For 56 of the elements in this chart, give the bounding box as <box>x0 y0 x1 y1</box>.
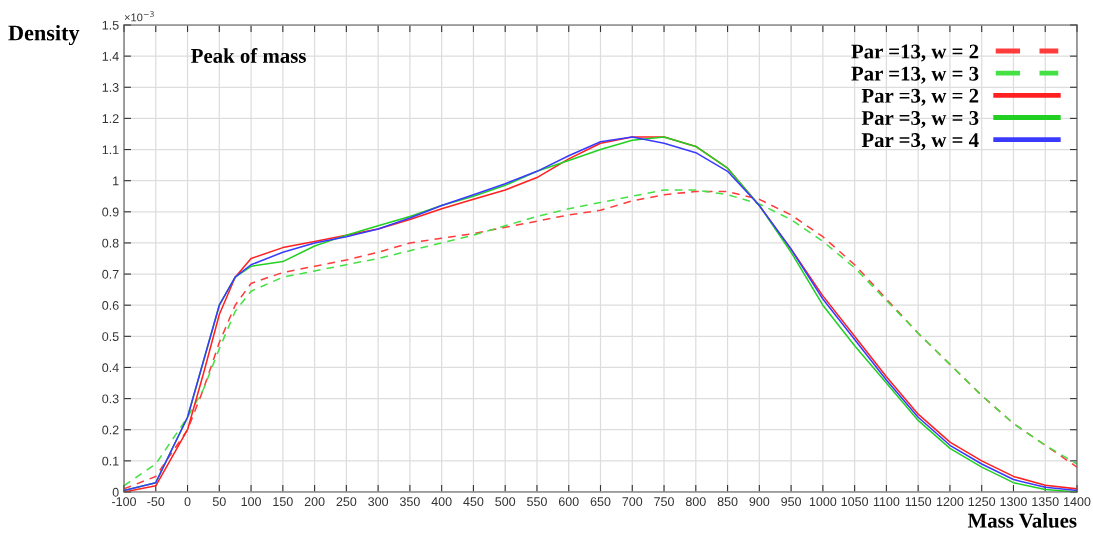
x-tick-label: 0 <box>184 497 191 507</box>
x-tick-label: 200 <box>304 497 325 507</box>
y-tick-label: 1.1 <box>102 145 119 155</box>
x-tick-label: 1350 <box>1032 497 1059 507</box>
y-tick-label: 1.2 <box>102 114 119 123</box>
legend-label: Par =3, w = 4 <box>861 133 979 151</box>
x-tick-label: 850 <box>717 497 738 507</box>
y-tick-label: 0.4 <box>102 363 119 373</box>
x-tick-label: 1200 <box>936 497 964 507</box>
y-tick-label: 0.7 <box>102 269 119 279</box>
y-tick-label: 0.2 <box>102 425 119 435</box>
y-tick-label: 0.8 <box>102 238 119 248</box>
x-tick-label: 800 <box>685 497 706 507</box>
x-tick-label: 600 <box>558 497 579 507</box>
y-tick-label: 0.3 <box>102 394 119 404</box>
y-tick-label: 0.1 <box>102 456 119 466</box>
x-tick-label: 50 <box>212 497 226 507</box>
y-tick-label: 0 <box>112 487 119 497</box>
x-tick-label: 700 <box>622 497 643 507</box>
x-tick-label: 1150 <box>905 497 932 507</box>
x-tick-label: 450 <box>463 497 484 507</box>
x-tick-label: 950 <box>781 497 802 507</box>
x-tick-label: 650 <box>590 497 611 507</box>
x-tick-label: 100 <box>241 497 262 507</box>
y-tick-label: 1.4 <box>102 52 119 61</box>
x-tick-label: 1000 <box>809 497 837 507</box>
x-tick-label: 300 <box>368 497 389 507</box>
x-axis-title: Mass Values <box>967 513 1077 528</box>
y-tick-label: 1 <box>113 176 119 186</box>
x-tick-label: 500 <box>495 497 516 507</box>
x-tick-label: 750 <box>654 497 674 507</box>
x-tick-label: 150 <box>273 497 293 507</box>
legend-label: Par =13, w = 3 <box>851 66 979 84</box>
y-tick-label: 0.6 <box>102 301 119 310</box>
x-tick-label: 250 <box>336 497 357 507</box>
text: ×10$^{−3}$ <box>124 11 154 22</box>
legend-label: Par =3, w = 3 <box>861 110 979 128</box>
x-tick-label: 1400 <box>1064 497 1091 507</box>
y-tick-label: 0.9 <box>102 207 119 217</box>
y-tick-label: 1.5 <box>102 20 119 30</box>
x-tick-label: 1300 <box>1000 497 1027 507</box>
y-tick-label: 1.3 <box>102 83 119 92</box>
annotation: Peak of mass <box>191 48 306 63</box>
y-tick-label: 0.5 <box>102 332 119 341</box>
x-tick-label: 1250 <box>968 497 996 507</box>
y-axis-title: Density <box>8 24 80 46</box>
x-tick-label: 350 <box>399 497 420 507</box>
x-tick-label: -50 <box>147 497 165 507</box>
x-tick-label: -100 <box>112 497 137 507</box>
legend-label: Par =3, w = 2 <box>861 88 979 106</box>
x-tick-label: 900 <box>749 497 770 507</box>
x-tick-label: 1050 <box>841 497 869 507</box>
x-tick-label: 550 <box>527 497 547 507</box>
legend-label: Par =13, w = 2 <box>851 44 979 62</box>
x-tick-label: 400 <box>431 497 452 507</box>
x-tick-label: 1100 <box>873 497 900 507</box>
